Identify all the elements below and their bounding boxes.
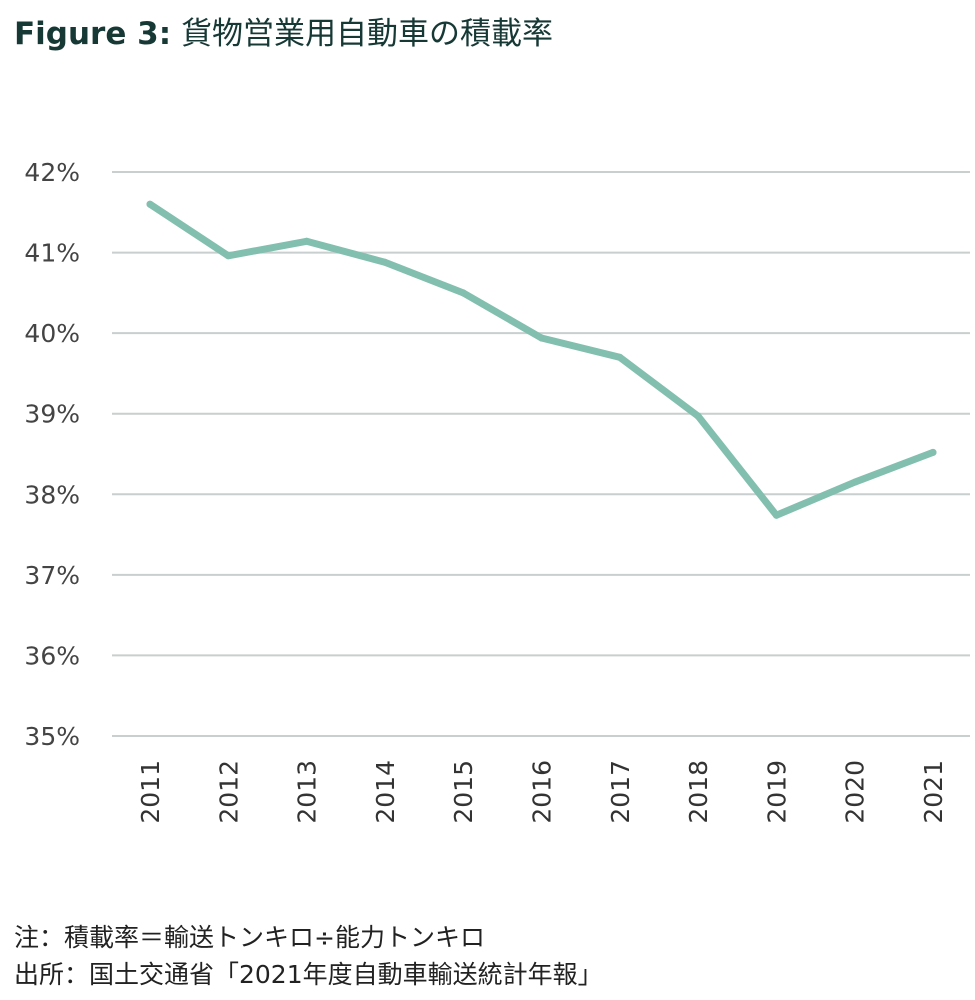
x-tick-label: 2012: [214, 760, 243, 824]
x-tick-label: 2021: [919, 760, 948, 824]
x-tick-label: 2018: [684, 760, 713, 824]
data-point: [459, 289, 467, 297]
x-tick-label: 2019: [762, 760, 791, 824]
chart-title: Figure 3: 貨物営業用自動車の積載率: [14, 8, 553, 53]
data-point: [616, 353, 624, 361]
x-tick-label: 2016: [528, 760, 557, 824]
data-point: [929, 448, 937, 456]
x-tick-label: 2017: [606, 760, 635, 824]
title-prefix: Figure 3:: [14, 16, 172, 52]
line-chart: 35% 36% 37% 38% 39% 40% 41% 42% 2011 2012 2013 2014…: [24, 158, 970, 824]
data-point: [538, 334, 545, 342]
x-tick-label: 2014: [371, 760, 400, 824]
data-point: [694, 412, 702, 420]
y-tick-label: 41%: [24, 239, 80, 268]
x-tick-label: 2015: [449, 760, 478, 824]
data-point: [224, 252, 232, 260]
y-tick-label: 35%: [24, 722, 80, 751]
data-point: [772, 511, 780, 519]
note-formula: 注：積載率＝輸送トンキロ÷能力トンキロ: [14, 923, 485, 952]
y-tick-label: 38%: [24, 480, 80, 509]
y-tick-label: 39%: [24, 400, 80, 429]
data-point: [303, 237, 311, 245]
x-tick-label: 2011: [136, 760, 165, 824]
data-point: [381, 258, 389, 266]
y-tick-label: 37%: [24, 561, 80, 590]
data-line: [146, 200, 937, 519]
y-tick-label: 40%: [24, 319, 80, 348]
title-main: 貨物営業用自動車の積載率: [181, 16, 553, 52]
data-point: [851, 478, 859, 486]
x-tick-label: 2020: [841, 760, 870, 824]
note-source: 出所：国土交通省「2021年度自動車輸送統計年報」: [14, 960, 603, 989]
y-tick-label: 42%: [24, 158, 80, 187]
y-tick-label: 36%: [24, 641, 80, 670]
data-point: [146, 200, 154, 208]
x-tick-label: 2013: [293, 760, 322, 824]
